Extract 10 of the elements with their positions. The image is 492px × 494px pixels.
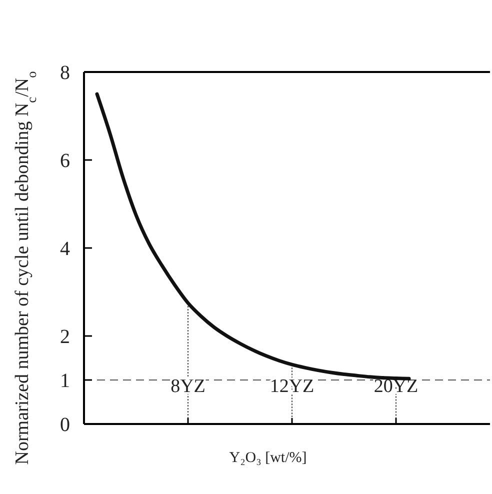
x-tick-label: 12YZ (270, 376, 314, 397)
y-tick-label: 8 (60, 62, 70, 84)
y-tick-label: 4 (60, 238, 70, 260)
line-series (95, 92, 411, 380)
y-tick-label: 0 (60, 414, 70, 436)
x-tick-label: 8YZ (170, 376, 206, 397)
y-tick-label: 6 (60, 150, 70, 172)
y-tick-label: 2 (60, 326, 70, 348)
x-axis-title: Y₂O₃ [wt/%] (229, 450, 307, 466)
y-tick-label: 1 (60, 370, 70, 392)
